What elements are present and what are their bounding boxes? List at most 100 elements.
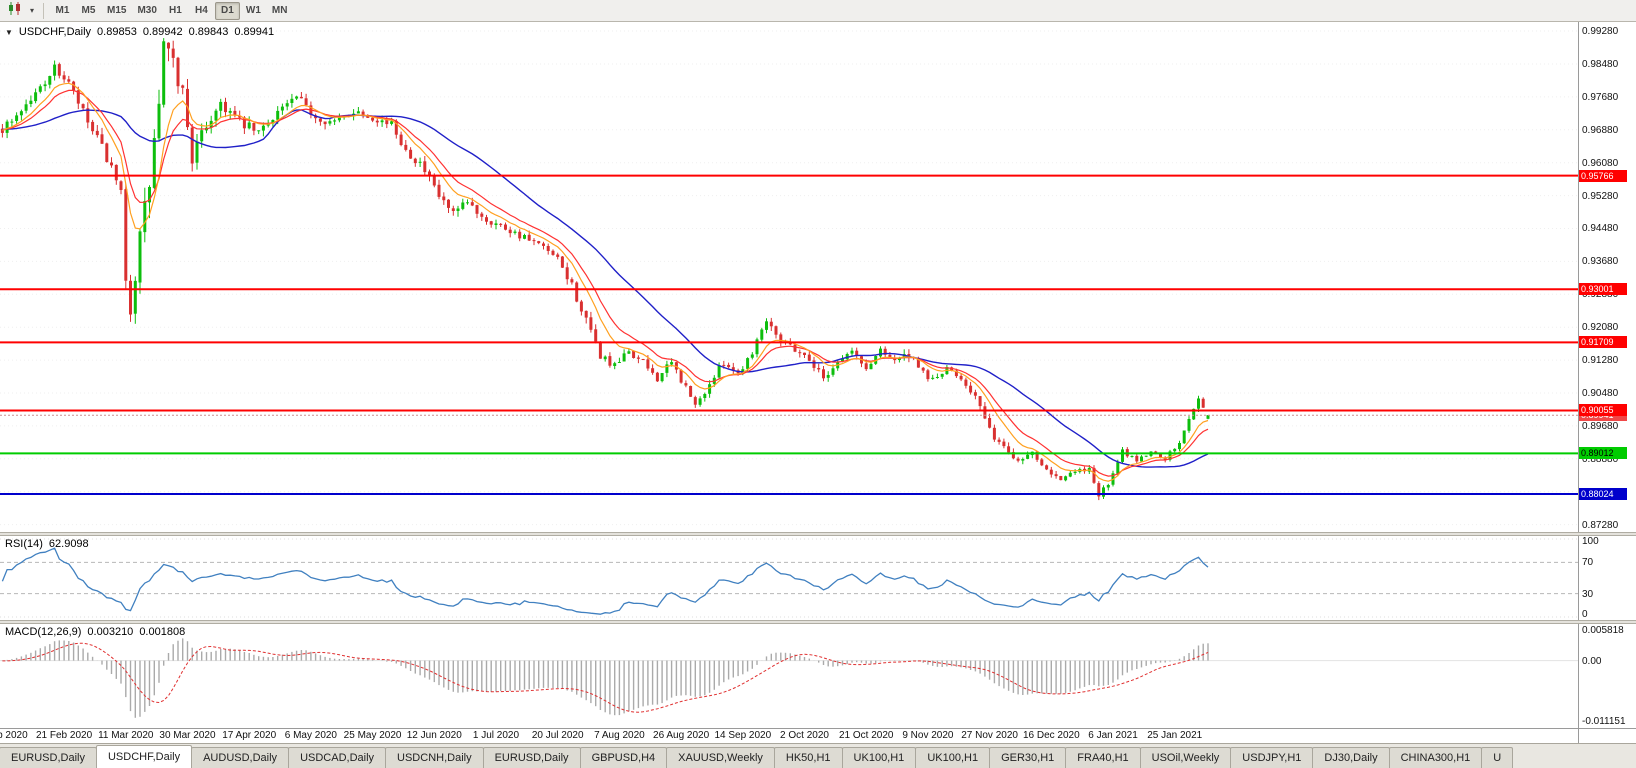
macd-scale-label: 0.005818: [1582, 625, 1624, 636]
rsi-scale-label: 100: [1582, 536, 1599, 547]
chart-tab[interactable]: UK100,H1: [841, 747, 917, 768]
date-axis-row: 3 Feb 2020 21 Feb 2020 11 Mar 2020 30 Mar 2…: [0, 728, 1636, 743]
ohlc-close: 0.89941: [234, 26, 275, 38]
macd-panel: MACD(12,26,9) 0.003210 0.001808 0.005818…: [0, 624, 1636, 728]
macd-scale[interactable]: 0.005818 0.00 -0.011151: [1578, 624, 1636, 728]
candles: [0, 38, 1210, 501]
macd-signal-value: 0.001808: [139, 626, 186, 638]
price-scale-label: 0.92080: [1582, 322, 1619, 334]
chart-tab[interactable]: USDCAD,Daily: [288, 747, 387, 768]
panel-splitter[interactable]: [0, 620, 1636, 624]
chart-workspace: ▼ USDCHF,Daily 0.89853 0.89942 0.89843 0…: [0, 22, 1636, 743]
price-scale-label: 0.99280: [1582, 26, 1619, 38]
date-label: 30 Mar 2020: [159, 730, 216, 741]
timeframe-button-m15[interactable]: M15: [107, 5, 127, 16]
chart-tab[interactable]: EURUSD,Daily: [482, 747, 581, 768]
date-axis-corner: [1578, 729, 1636, 743]
date-label: 16 Dec 2020: [1022, 730, 1080, 741]
date-label: 21 Feb 2020: [35, 730, 93, 741]
chart-tab[interactable]: DJ30,Daily: [1312, 747, 1390, 768]
timeframe-button-m30[interactable]: M30: [137, 5, 157, 16]
ma-mid-line: [2, 89, 1209, 477]
candlestick-chart-icon: [8, 1, 22, 20]
price-grid: [0, 30, 1578, 526]
chart-tab[interactable]: XAUUSD,Weekly: [666, 747, 775, 768]
price-level-tag: 0.95766: [1579, 169, 1627, 182]
macd-label: MACD(12,26,9): [5, 626, 82, 638]
price-level-tag: 0.90055: [1579, 404, 1627, 417]
chart-tab[interactable]: EURUSD,Daily: [0, 747, 97, 768]
timeframe-button-m1[interactable]: M1: [55, 5, 70, 16]
rsi-scale-label: 30: [1582, 588, 1594, 600]
chart-tab[interactable]: CHINA300,H1: [1388, 747, 1483, 768]
chart-type-dropdown-icon[interactable]: ▾: [29, 6, 34, 15]
macd-histogram: [1, 638, 1209, 718]
toolbar-separator: [43, 2, 44, 19]
timeframe-button-w1[interactable]: W1: [245, 5, 261, 16]
macd-main-value: 0.003210: [87, 626, 134, 638]
timeframe-button-mn[interactable]: MN: [271, 5, 288, 16]
price-scale-label: 0.96080: [1582, 157, 1619, 169]
date-label: 25 May 2020: [343, 730, 402, 741]
chart-tab[interactable]: GBPUSD,H4: [579, 747, 668, 768]
rsi-scale-label: 70: [1582, 557, 1594, 569]
date-label: 26 Aug 2020: [653, 730, 710, 741]
price-scale-label: 0.90480: [1582, 387, 1619, 399]
timeframe-buttons: M1 M5 M15 M30 H1 H4 D1 W1 MN: [50, 1, 292, 20]
date-label: 9 Nov 2020: [902, 730, 954, 741]
chart-tab[interactable]: USDJPY,H1: [1230, 747, 1314, 768]
timeframe-button-h4[interactable]: H4: [195, 5, 208, 16]
chart-type-button[interactable]: [4, 1, 26, 20]
date-axis[interactable]: 3 Feb 2020 21 Feb 2020 11 Mar 2020 30 Mar 2…: [0, 729, 1578, 743]
ohlc-high: 0.89942: [142, 26, 183, 38]
price-scale-label: 0.87280: [1582, 519, 1619, 531]
price-scale[interactable]: 0.99280 0.98480 0.97680 0.96880 0.96080 0.952…: [1578, 22, 1636, 532]
date-label: 12 Jun 2020: [406, 730, 462, 741]
chart-tab[interactable]: HK50,H1: [773, 747, 843, 768]
panel-splitter[interactable]: [0, 532, 1636, 536]
price-scale-label: 0.93680: [1582, 256, 1619, 268]
chart-tab[interactable]: USOil,Weekly: [1139, 747, 1232, 768]
chart-tab[interactable]: AUDUSD,Daily: [191, 747, 290, 768]
macd-scale-label: -0.011151: [1582, 716, 1626, 727]
chart-tab[interactable]: FRA40,H1: [1065, 747, 1141, 768]
price-chart-panel: ▼ USDCHF,Daily 0.89853 0.89942 0.89843 0…: [0, 22, 1636, 532]
chart-tab[interactable]: USDCNH,Daily: [385, 747, 484, 768]
price-scale-label: 0.97680: [1582, 91, 1619, 103]
rsi-line: [1, 547, 1209, 615]
rsi-panel: RSI(14) 62.9098 100 70 30 0: [0, 536, 1636, 620]
price-level-tag: 0.91709: [1579, 336, 1627, 349]
rsi-scale[interactable]: 100 70 30 0: [1578, 536, 1636, 620]
date-label: 27 Nov 2020: [961, 730, 1018, 741]
timeframe-button-h1[interactable]: H1: [169, 5, 182, 16]
price-scale-label: 0.89680: [1582, 420, 1619, 432]
date-label: 17 Apr 2020: [222, 730, 277, 741]
ma-fast-line: [2, 82, 1209, 482]
chart-tab[interactable]: GER30,H1: [989, 747, 1067, 768]
date-label: 14 Sep 2020: [714, 730, 772, 741]
rsi-header: RSI(14) 62.9098: [5, 538, 89, 550]
price-level-tag: 0.93001: [1579, 283, 1627, 296]
chart-tab[interactable]: U: [1481, 747, 1514, 768]
date-label: 21 Oct 2020: [838, 730, 894, 741]
chart-tab[interactable]: USDCHF,Daily: [95, 745, 193, 768]
chart-menu-icon[interactable]: ▼: [5, 27, 13, 37]
chart-symbol-label: USDCHF,Daily: [18, 26, 92, 38]
price-scale-label: 0.94480: [1582, 223, 1619, 235]
price-plot[interactable]: ▼ USDCHF,Daily 0.89853 0.89942 0.89843 0…: [0, 22, 1578, 532]
rsi-scale-label: 0: [1582, 609, 1588, 620]
timeframe-button-m5[interactable]: M5: [81, 5, 96, 16]
rsi-plot[interactable]: RSI(14) 62.9098: [0, 536, 1578, 620]
price-level-tag: 0.89012: [1579, 447, 1627, 460]
macd-signal-line: [2, 642, 1209, 713]
macd-plot[interactable]: MACD(12,26,9) 0.003210 0.001808: [0, 624, 1578, 728]
rsi-levels: [0, 538, 1578, 618]
date-label: 1 Jul 2020: [472, 730, 520, 741]
chart-tab[interactable]: UK100,H1: [915, 747, 991, 768]
timeframe-button-d1[interactable]: D1: [214, 1, 240, 20]
chart-header: ▼ USDCHF,Daily 0.89853 0.89942 0.89843 0…: [5, 26, 274, 38]
ma-slow-line: [2, 109, 1209, 468]
date-label: 7 Aug 2020: [594, 730, 645, 741]
date-label: 6 May 2020: [284, 730, 338, 741]
